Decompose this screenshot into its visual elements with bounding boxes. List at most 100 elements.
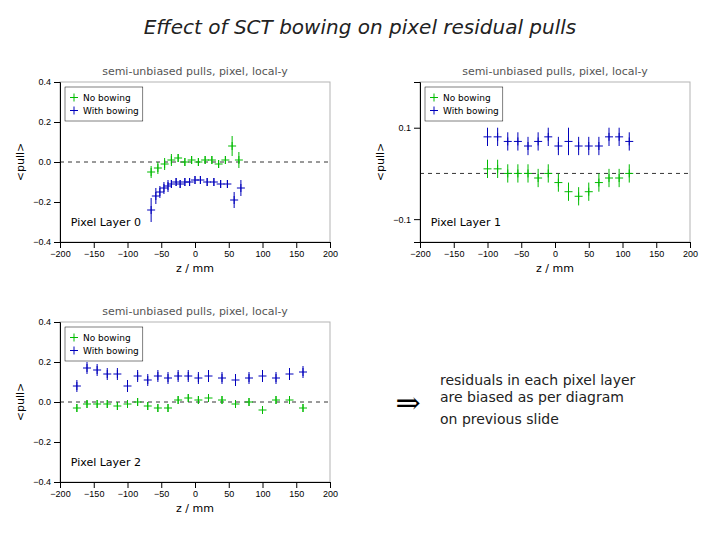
point: [154, 372, 162, 380]
point: [625, 137, 633, 145]
point: [205, 372, 213, 380]
point: [186, 178, 194, 186]
point: [228, 142, 236, 150]
y-tick: 0.0: [38, 397, 60, 407]
x-tick-label: −50: [154, 489, 169, 499]
x-tick-label: −100: [478, 249, 498, 259]
x-tick-label: 200: [323, 249, 338, 259]
y-tick: −0.2: [33, 197, 60, 207]
legend-label: No bowing: [83, 333, 131, 343]
x-tick-mark: [195, 482, 196, 488]
x-tick-mark: [161, 242, 162, 248]
y-tick-mark: [54, 82, 60, 83]
y-tick-label: −0.4: [33, 477, 51, 487]
y-tick: 0.2: [38, 117, 60, 127]
point: [524, 169, 532, 177]
point: [605, 174, 613, 182]
y-tick: −0.1: [393, 215, 420, 225]
point: [514, 137, 522, 145]
panel-annotation: Pixel Layer 2: [71, 456, 141, 469]
point: [144, 376, 152, 384]
plot-frame: [420, 82, 690, 242]
series: [484, 160, 634, 206]
point: [194, 396, 202, 404]
x-axis: −200−150−100−50050100150200: [410, 242, 698, 259]
y-tick: 0.2: [38, 357, 60, 367]
point: [164, 374, 172, 382]
y-axis: −0.4 −0.2 0.0 0.2 0.4: [33, 317, 60, 487]
x-tick-mark: [229, 242, 230, 248]
point: [113, 402, 121, 410]
x-axis: −200−150−100−50050100150200: [50, 242, 338, 259]
annotation: residuals in each pixel layerare biased …: [440, 372, 636, 427]
point: [152, 192, 160, 200]
y-tick: 0.1: [398, 123, 420, 133]
point: [93, 400, 101, 408]
point: [221, 156, 229, 164]
annotation-line: residuals in each pixel layer: [440, 372, 636, 388]
y-tick-label: −0.4: [33, 237, 51, 247]
x-tick: −100: [478, 242, 498, 259]
legend-label: With bowing: [83, 106, 139, 116]
x-tick-mark: [94, 482, 95, 488]
y-tick-mark: [414, 219, 420, 220]
point: [514, 169, 522, 177]
point: [575, 192, 583, 200]
x-tick-mark: [454, 242, 455, 248]
point: [215, 160, 223, 168]
y-tick: −0.4: [33, 237, 60, 247]
point: [184, 372, 192, 380]
point: [299, 368, 307, 376]
y-axis-line: [414, 83, 421, 243]
point: [565, 137, 573, 145]
point: [124, 382, 132, 390]
point: [161, 160, 169, 168]
y-tick: −0.2: [33, 437, 60, 447]
y-tick-mark: [54, 122, 60, 123]
legend-frame: [65, 327, 143, 361]
point: [223, 180, 231, 188]
y-tick: −0.4: [33, 477, 60, 487]
x-tick: 50: [584, 242, 594, 259]
point: [160, 184, 168, 192]
point: [615, 133, 623, 141]
x-tick-label: 200: [683, 249, 698, 259]
x-tick: 150: [649, 242, 664, 259]
x-tick-label: −200: [50, 489, 70, 499]
point: [210, 178, 218, 186]
annotation-arrow: ⇒: [395, 385, 420, 420]
point: [272, 374, 280, 382]
panel-title: semi-unbiased pulls, pixel, local-y: [462, 65, 648, 78]
y-tick-label: 0.4: [38, 317, 51, 327]
point: [188, 156, 196, 164]
y-tick: 0.4: [38, 77, 60, 87]
x-tick-label: 0: [553, 249, 558, 259]
x-tick-mark: [296, 242, 297, 248]
x-tick: 50: [224, 482, 234, 499]
point: [174, 396, 182, 404]
legend-symbol: [70, 94, 78, 102]
x-tick: 100: [255, 482, 270, 499]
x-tick-mark: [263, 482, 264, 488]
legend-symbol: [430, 94, 438, 102]
x-axis-title: z / mm: [176, 502, 214, 515]
point: [147, 168, 155, 176]
point: [174, 154, 182, 162]
y-tick-mark: [54, 322, 60, 323]
x-tick-label: 150: [289, 249, 304, 259]
point: [103, 400, 111, 408]
point: [134, 372, 142, 380]
point: [164, 182, 172, 190]
x-tick-mark: [161, 482, 162, 488]
legend-label: No bowing: [83, 93, 131, 103]
x-axis-line: [61, 483, 331, 489]
x-tick: 150: [289, 482, 304, 499]
plot-frame: [60, 322, 330, 482]
x-tick-label: −150: [84, 489, 104, 499]
point: [167, 180, 175, 188]
x-tick-label: 100: [615, 249, 630, 259]
point: [615, 174, 623, 182]
y-tick-mark: [54, 242, 60, 243]
x-tick-label: 100: [255, 489, 270, 499]
point: [534, 174, 542, 182]
